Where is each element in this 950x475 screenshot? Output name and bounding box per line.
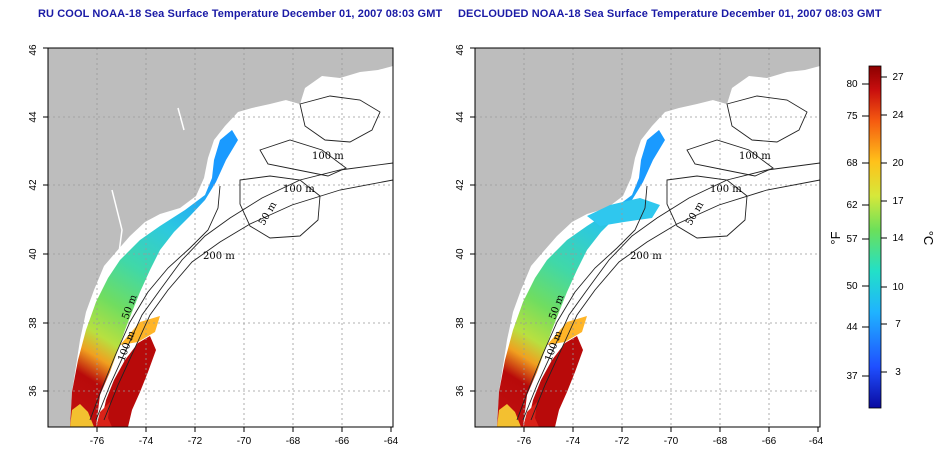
y-tick-label: 46 [455, 44, 466, 56]
sst-field [70, 130, 238, 427]
colorbar-f-tick: 44 [846, 322, 858, 333]
colorbar-c-tick: 10 [892, 282, 904, 293]
x-tick-label: -72 [188, 436, 203, 447]
left-x-axis: -76 -74 -72 -70 -68 -66 -64 [90, 427, 399, 447]
sst-field [100, 336, 156, 427]
right-y-axis: 36 38 40 42 44 46 [455, 44, 475, 397]
right-map-panel [475, 48, 821, 427]
y-tick-label: 36 [28, 385, 39, 397]
fahrenheit-unit-label: °F [828, 231, 843, 244]
celsius-ticks: 27 24 20 17 14 10 7 3 [881, 72, 904, 378]
sst-field [587, 198, 660, 226]
colorbar-f-tick: 80 [846, 79, 858, 90]
sst-field [523, 402, 539, 427]
x-tick-label: -74 [566, 436, 581, 447]
y-tick-label: 38 [28, 317, 39, 329]
right-panel-title: DECLOUDED NOAA-18 Sea Surface Temperatur… [458, 8, 882, 20]
right-x-axis: -76 -74 -72 -70 -68 -66 -64 [517, 427, 824, 447]
colorbar-f-tick: 57 [846, 234, 858, 245]
y-tick-label: 40 [455, 248, 466, 260]
x-tick-label: -74 [139, 436, 154, 447]
grid-lines [48, 48, 393, 427]
colorbar-f-tick: 68 [846, 158, 858, 169]
x-tick-label: -66 [762, 436, 777, 447]
left-map-panel [48, 48, 394, 427]
x-tick-label: -66 [335, 436, 350, 447]
left-panel-title: RU COOL NOAA-18 Sea Surface Temperature … [38, 8, 443, 20]
colorbar-c-tick: 7 [895, 319, 901, 330]
y-tick-label: 38 [455, 317, 466, 329]
bathymetry-contours [516, 95, 821, 421]
y-tick-label: 40 [28, 248, 39, 260]
right-plot-frame [474, 47, 821, 428]
sst-field [96, 402, 112, 427]
left-plot-frame [47, 47, 394, 428]
fahrenheit-ticks: 80 75 68 62 57 50 44 37 [846, 79, 869, 382]
x-tick-label: -64 [809, 436, 824, 447]
contour-label: 200 m [630, 251, 662, 262]
y-tick-label: 44 [455, 111, 466, 123]
colorbar-c-tick: 17 [892, 196, 904, 207]
colorbar: °F °C 80 75 68 62 57 50 44 37 27 24 20 1… [828, 65, 936, 409]
colorbar-gradient [868, 65, 882, 409]
bathymetry-contours [89, 95, 394, 421]
x-tick-label: -64 [384, 436, 399, 447]
land [48, 48, 393, 427]
land-detail [111, 107, 185, 261]
colorbar-f-tick: 37 [846, 371, 858, 382]
y-tick-label: 42 [28, 179, 39, 191]
land [667, 90, 727, 106]
y-tick-label: 42 [455, 179, 466, 191]
x-tick-label: -76 [90, 436, 105, 447]
sst-field [497, 404, 521, 427]
x-tick-label: -68 [713, 436, 728, 447]
colorbar-c-tick: 14 [892, 233, 904, 244]
contour-label: 200 m [203, 251, 235, 262]
colorbar-f-tick: 50 [846, 281, 858, 292]
x-tick-label: -70 [664, 436, 679, 447]
y-tick-label: 44 [28, 111, 39, 123]
land [240, 90, 300, 106]
celsius-unit-label: °C [921, 231, 936, 246]
sst-field [527, 336, 583, 427]
colorbar-c-tick: 27 [892, 72, 904, 83]
contour-label: 100 m [283, 184, 315, 195]
colorbar-f-tick: 62 [846, 200, 858, 211]
colorbar-f-tick: 75 [846, 111, 858, 122]
grid-lines [475, 48, 820, 427]
colorbar-c-tick: 24 [892, 110, 904, 121]
x-tick-label: -68 [286, 436, 301, 447]
x-tick-label: -72 [615, 436, 630, 447]
left-y-axis: 36 38 40 42 44 46 [28, 44, 48, 397]
x-tick-label: -76 [517, 436, 532, 447]
contour-label: 100 m [710, 184, 742, 195]
colorbar-c-tick: 3 [895, 367, 901, 378]
x-tick-label: -70 [237, 436, 252, 447]
colorbar-c-tick: 20 [892, 158, 904, 169]
contour-label: 100 m [739, 151, 771, 162]
land [475, 48, 820, 427]
y-tick-label: 36 [455, 385, 466, 397]
sst-field [70, 404, 94, 427]
contour-label: 100 m [312, 151, 344, 162]
y-tick-label: 46 [28, 44, 39, 56]
